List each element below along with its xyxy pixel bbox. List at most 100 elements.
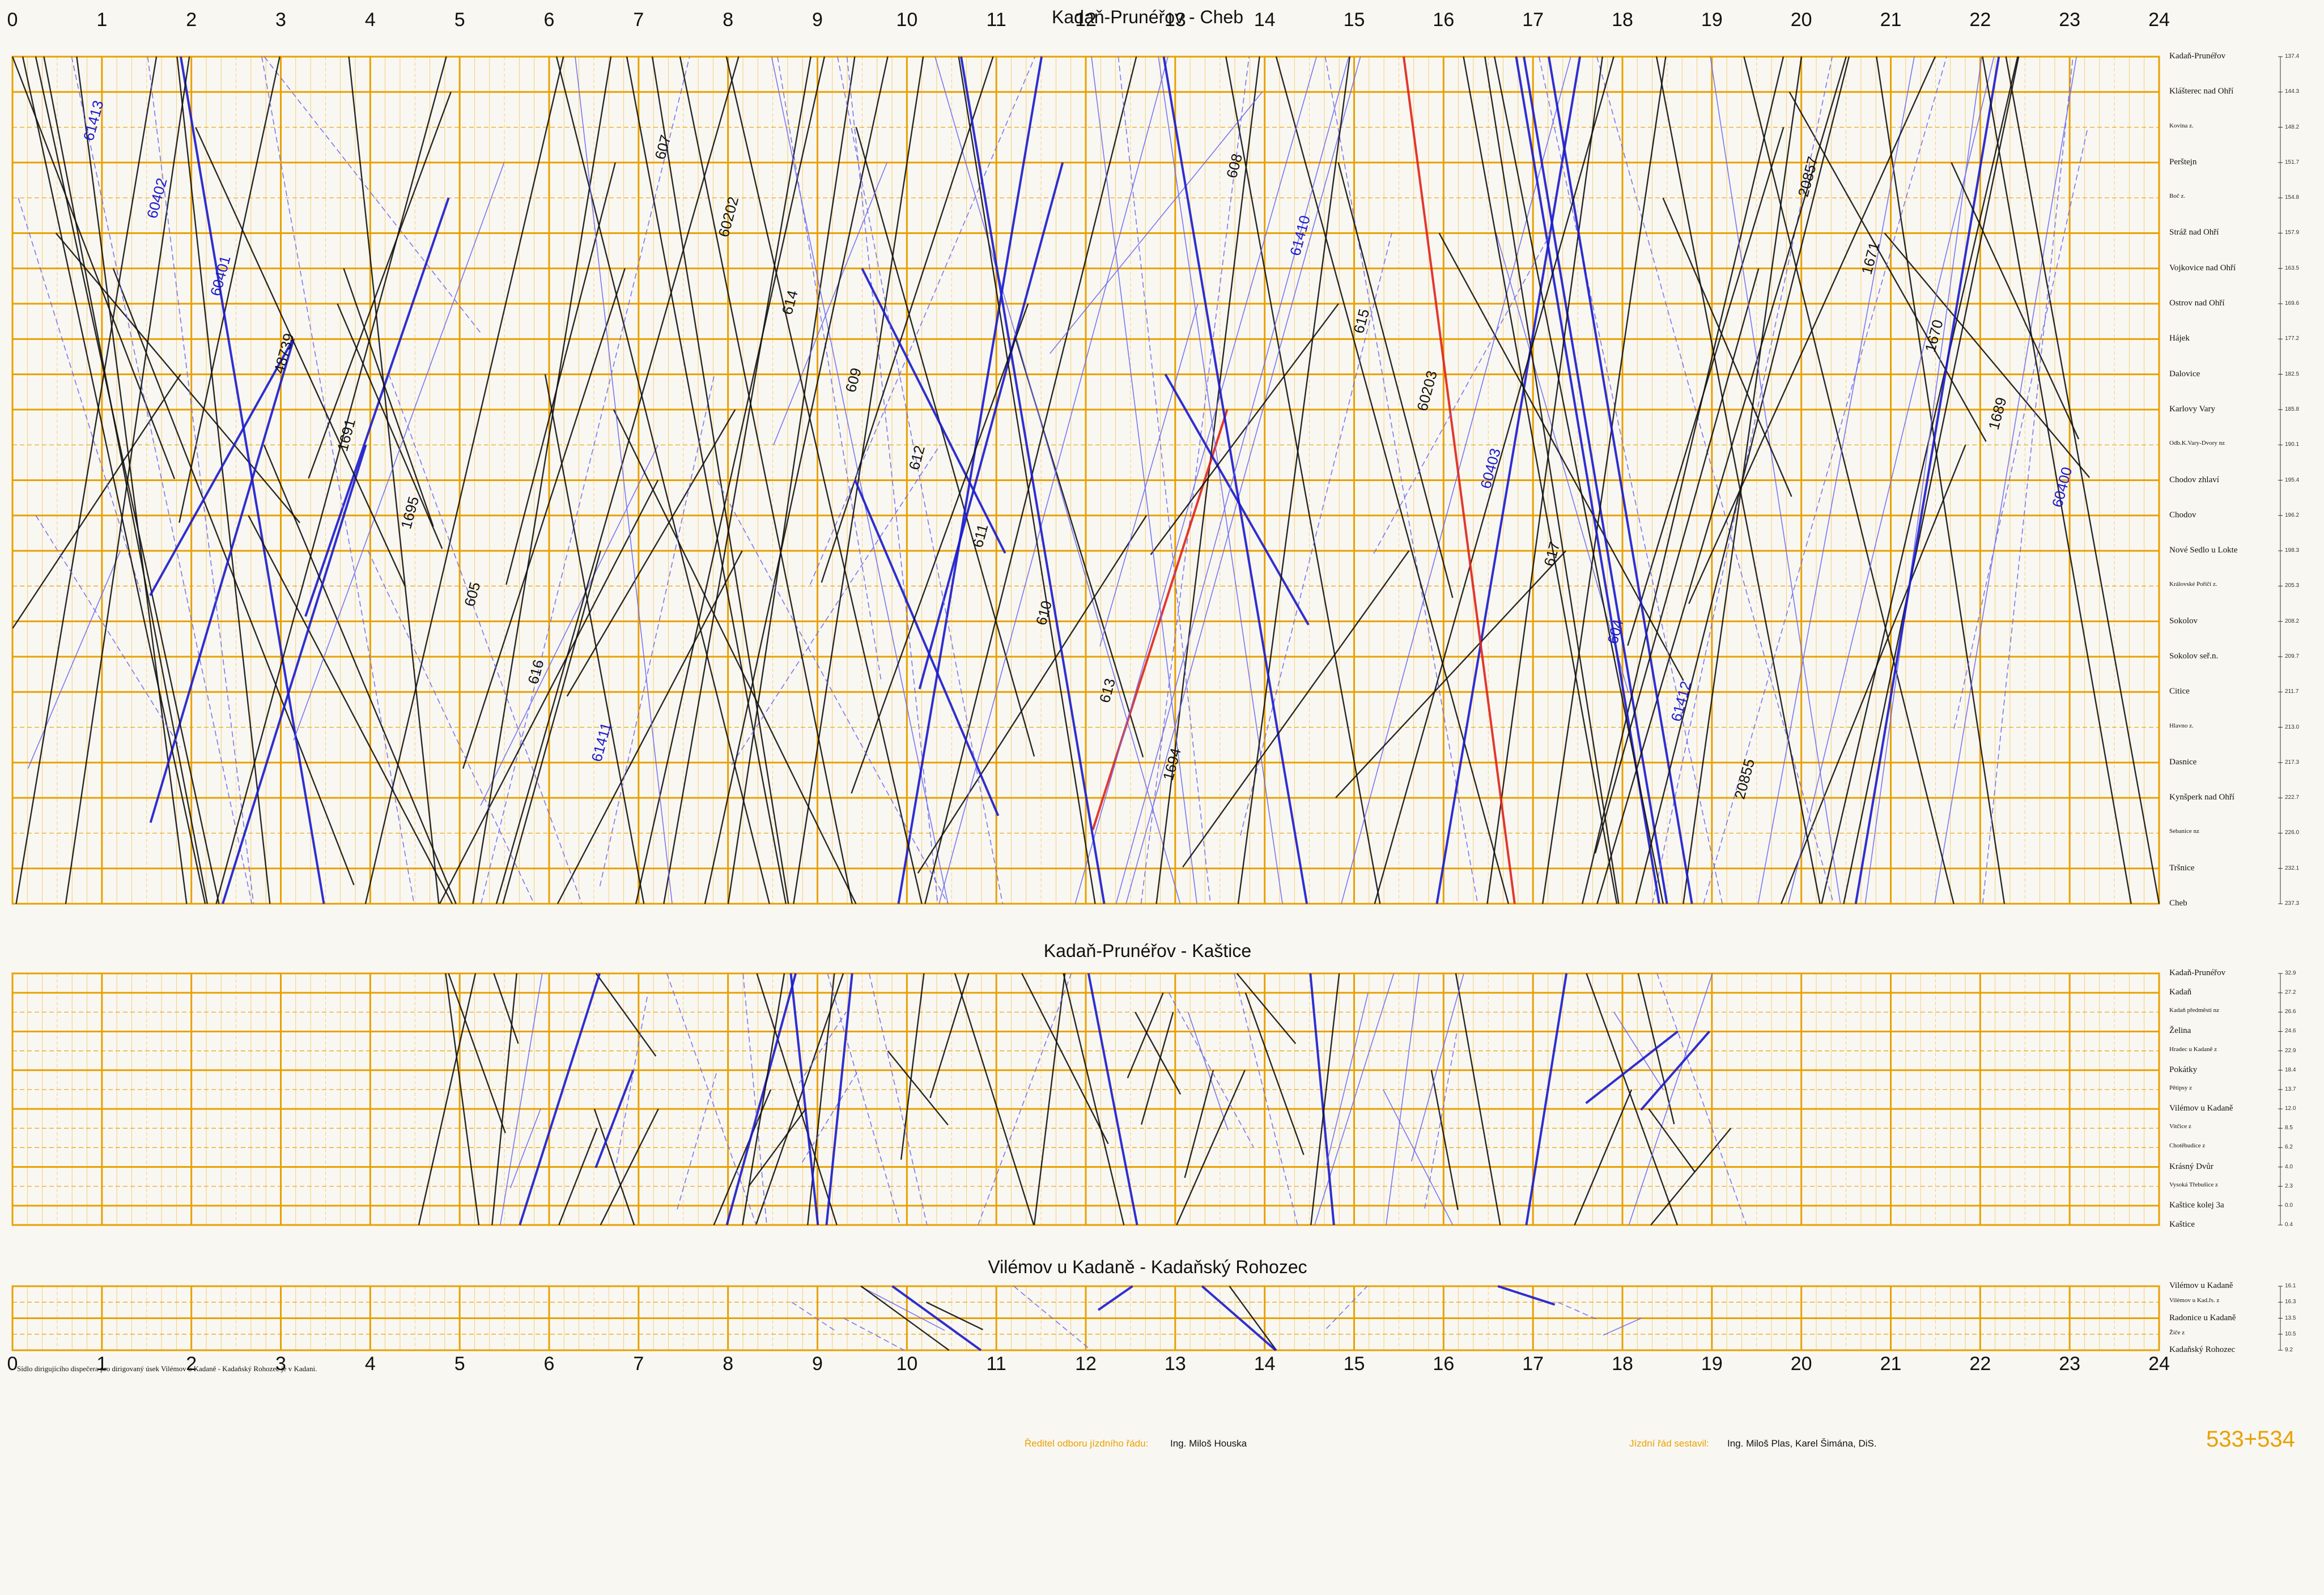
train-path bbox=[925, 1301, 983, 1330]
train-path bbox=[731, 444, 941, 765]
train-path bbox=[1074, 56, 1317, 904]
station-label: Karlovy Vary bbox=[2169, 404, 2215, 414]
train-path bbox=[337, 303, 443, 549]
station-label: Chodov zhlaví bbox=[2169, 475, 2219, 484]
hour-label-bottom-1: 1 bbox=[96, 1353, 108, 1375]
train-path bbox=[1884, 232, 2091, 478]
train-path bbox=[1141, 1011, 1174, 1125]
train-path bbox=[71, 56, 253, 904]
train-path bbox=[481, 56, 690, 904]
hour-label-top-19: 19 bbox=[1701, 9, 1723, 31]
station-label: Kadaň-Prunéřov bbox=[2169, 968, 2226, 977]
train-path bbox=[147, 56, 254, 904]
train-path bbox=[663, 56, 812, 904]
station-km: 144.3 bbox=[2285, 88, 2300, 95]
station-km: 198.3 bbox=[2285, 547, 2300, 554]
train-path bbox=[1309, 973, 1335, 1226]
station-km: 237.3 bbox=[2285, 900, 2300, 907]
station-label: Tršnice bbox=[2169, 863, 2195, 873]
hour-label-bottom-20: 20 bbox=[1790, 1353, 1812, 1375]
station-label: Hradec u Kadaně z bbox=[2169, 1045, 2217, 1053]
train-path bbox=[27, 550, 121, 769]
train-path bbox=[789, 973, 819, 1226]
train-number-label: 1671 bbox=[1858, 240, 1883, 277]
train-number-label: 613 bbox=[1096, 677, 1119, 705]
train-path bbox=[860, 1286, 950, 1351]
train-path bbox=[248, 515, 453, 904]
train-path bbox=[773, 162, 888, 445]
train-path bbox=[480, 444, 658, 806]
train-path bbox=[1541, 56, 1667, 904]
station-km: 9.2 bbox=[2285, 1347, 2293, 1353]
train-path bbox=[924, 56, 1137, 904]
station-label: Kadaň předměstí nz bbox=[2169, 1007, 2219, 1014]
train-number-label: 60400 bbox=[2049, 465, 2076, 509]
station-km: 12.0 bbox=[2285, 1105, 2296, 1112]
train-path bbox=[1325, 992, 1369, 1166]
train-path bbox=[1548, 56, 1693, 904]
train-path bbox=[1656, 973, 1747, 1226]
train-number-label: 607 bbox=[651, 133, 674, 161]
train-path bbox=[855, 127, 1035, 757]
station-label: Vysoká Třebušice z bbox=[2169, 1181, 2218, 1188]
station-label: Pětipsy z bbox=[2169, 1084, 2193, 1091]
train-path bbox=[1314, 973, 1395, 1226]
train-path bbox=[1021, 973, 1109, 1145]
station-km: 18.4 bbox=[2285, 1066, 2296, 1073]
train-number-label: 614 bbox=[779, 288, 801, 317]
train-path bbox=[364, 56, 564, 904]
hour-label-top-5: 5 bbox=[454, 9, 465, 31]
hour-label-bottom-6: 6 bbox=[543, 1353, 555, 1375]
train-path bbox=[1710, 56, 1841, 904]
train-path bbox=[1091, 56, 1197, 904]
train-path bbox=[472, 56, 612, 904]
train-path bbox=[1383, 1089, 1454, 1226]
train-path bbox=[747, 1108, 806, 1187]
train-path bbox=[635, 56, 826, 904]
station-km: 222.7 bbox=[2285, 794, 2300, 801]
station-km: 0.4 bbox=[2285, 1222, 2293, 1228]
train-path bbox=[651, 56, 789, 904]
train-path bbox=[1182, 550, 1410, 868]
train-path bbox=[958, 56, 1096, 904]
train-path bbox=[869, 973, 928, 1226]
train-path bbox=[756, 973, 838, 1226]
station-km: 22.9 bbox=[2285, 1047, 2296, 1054]
station-km: 8.5 bbox=[2285, 1125, 2293, 1132]
station-label: Vitčice z bbox=[2169, 1123, 2191, 1130]
hour-label-bottom-15: 15 bbox=[1343, 1353, 1365, 1375]
train-path bbox=[1234, 973, 1298, 1226]
station-label: Kaštice bbox=[2169, 1220, 2195, 1229]
train-path bbox=[1063, 973, 1125, 1226]
train-path bbox=[1585, 1030, 1679, 1104]
station-km: 10.5 bbox=[2285, 1330, 2296, 1337]
train-path bbox=[12, 373, 181, 629]
train-path bbox=[594, 1070, 635, 1168]
train-path bbox=[495, 56, 740, 904]
station-km: 177.2 bbox=[2285, 335, 2300, 342]
train-path bbox=[891, 1285, 982, 1351]
train-path bbox=[1373, 233, 1552, 554]
train-path bbox=[1158, 56, 1283, 904]
train-path bbox=[418, 973, 477, 1226]
train-path bbox=[1240, 233, 1392, 836]
train-path bbox=[1574, 1089, 1633, 1226]
station-km: 185.8 bbox=[2285, 406, 2300, 412]
train-path bbox=[716, 480, 949, 904]
train-path bbox=[887, 1050, 949, 1126]
train-path bbox=[1097, 1285, 1133, 1311]
train-path bbox=[439, 479, 659, 904]
train-path bbox=[1594, 268, 1760, 854]
train-path bbox=[917, 515, 1148, 874]
train-path bbox=[1864, 56, 1982, 904]
station-km: 2.3 bbox=[2285, 1183, 2293, 1189]
hour-label-top-15: 15 bbox=[1343, 9, 1365, 31]
station-km: 213.0 bbox=[2285, 724, 2300, 730]
station-km: 182.5 bbox=[2285, 371, 2300, 377]
station-km: 27.2 bbox=[2285, 989, 2296, 996]
train-number-label: 1691 bbox=[334, 417, 359, 453]
train-path bbox=[43, 56, 209, 904]
train-number-label: 1689 bbox=[1985, 395, 2010, 432]
train-path bbox=[1275, 56, 1509, 904]
hour-label-top-12: 12 bbox=[1075, 9, 1097, 31]
